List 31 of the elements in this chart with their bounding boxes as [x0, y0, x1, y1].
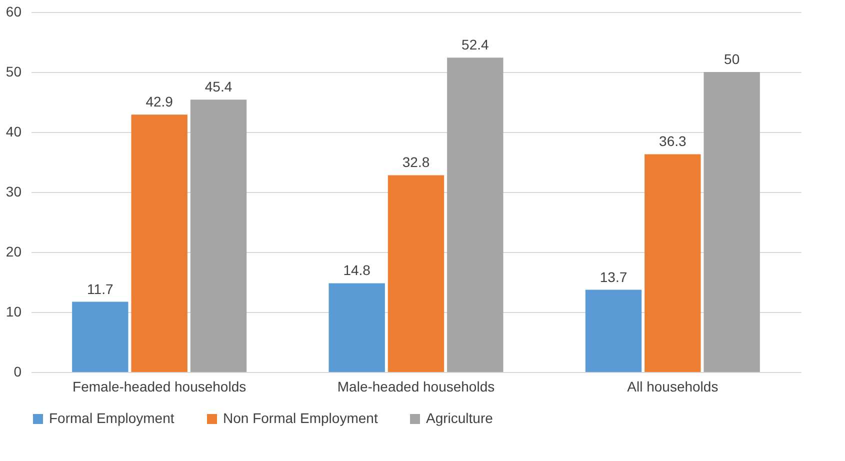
- data-label: 14.8: [343, 262, 371, 278]
- bar: [585, 290, 642, 372]
- legend-label: Formal Employment: [49, 410, 174, 426]
- y-tick-label: 10: [6, 304, 22, 320]
- x-tick-label: Female-headed households: [72, 378, 246, 394]
- y-tick-label: 60: [6, 4, 22, 20]
- bar: [704, 72, 760, 372]
- bar: [131, 114, 188, 372]
- bar: [644, 154, 701, 372]
- data-label: 11.7: [87, 280, 114, 297]
- x-tick-label: Male-headed households: [337, 378, 495, 394]
- data-label: 50: [724, 51, 740, 67]
- bar: [72, 302, 128, 372]
- bar: [328, 283, 385, 372]
- bar: [190, 100, 247, 372]
- y-tick-label: 50: [6, 64, 22, 80]
- data-label: 13.7: [600, 268, 628, 285]
- bar: [447, 58, 504, 372]
- data-label: 32.8: [402, 154, 430, 170]
- data-label: 45.4: [204, 78, 232, 95]
- data-label: 52.4: [462, 36, 489, 53]
- bar: [388, 175, 444, 372]
- data-label: 36.3: [659, 133, 687, 150]
- legend-label: Agriculture: [426, 410, 494, 426]
- y-tick-label: 30: [6, 184, 22, 200]
- legend-label: Non Formal Employment: [223, 410, 378, 426]
- x-tick-label: All households: [627, 378, 718, 394]
- y-tick-label: 20: [6, 244, 22, 260]
- data-label: 42.9: [146, 94, 174, 110]
- y-tick-label: 0: [14, 364, 22, 380]
- y-tick-label: 40: [6, 124, 22, 140]
